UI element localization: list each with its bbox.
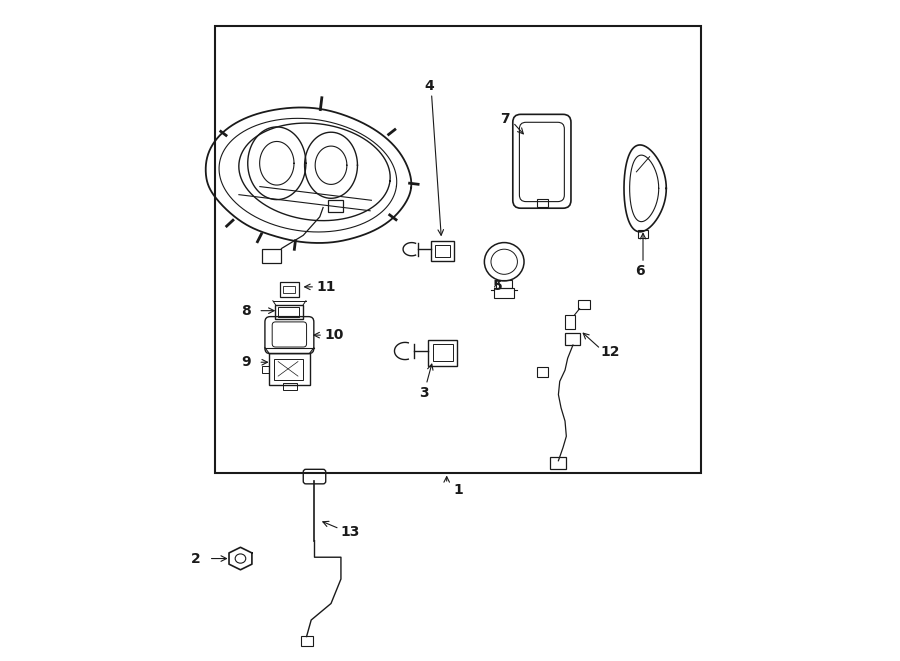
- Bar: [262, 249, 282, 263]
- Bar: [428, 340, 457, 366]
- Text: 2: 2: [191, 551, 201, 566]
- Bar: [278, 307, 300, 317]
- Text: 5: 5: [492, 279, 502, 293]
- Text: 10: 10: [324, 328, 344, 342]
- Bar: [215, 26, 701, 473]
- Bar: [284, 383, 297, 390]
- Text: 9: 9: [241, 355, 250, 369]
- Bar: [565, 315, 575, 329]
- Bar: [496, 280, 512, 288]
- Text: 11: 11: [317, 280, 336, 294]
- Text: 1: 1: [454, 483, 464, 498]
- Text: 3: 3: [418, 385, 428, 400]
- Bar: [638, 230, 648, 238]
- Bar: [328, 200, 343, 212]
- Bar: [275, 305, 303, 319]
- Text: 6: 6: [634, 264, 644, 278]
- Bar: [269, 353, 310, 385]
- Bar: [536, 367, 548, 377]
- Text: 13: 13: [341, 525, 360, 539]
- Text: 7: 7: [500, 112, 509, 126]
- Bar: [550, 457, 566, 469]
- Text: 12: 12: [600, 344, 620, 359]
- Bar: [284, 286, 295, 293]
- Bar: [578, 300, 590, 309]
- Bar: [274, 359, 303, 380]
- Bar: [494, 288, 514, 298]
- Bar: [433, 344, 453, 361]
- Bar: [431, 241, 454, 261]
- Bar: [436, 245, 450, 257]
- Bar: [262, 366, 269, 373]
- Text: 8: 8: [240, 303, 250, 318]
- Bar: [565, 333, 580, 345]
- Bar: [302, 636, 313, 646]
- Bar: [280, 282, 299, 297]
- Text: 4: 4: [424, 79, 434, 93]
- Bar: [537, 199, 548, 207]
